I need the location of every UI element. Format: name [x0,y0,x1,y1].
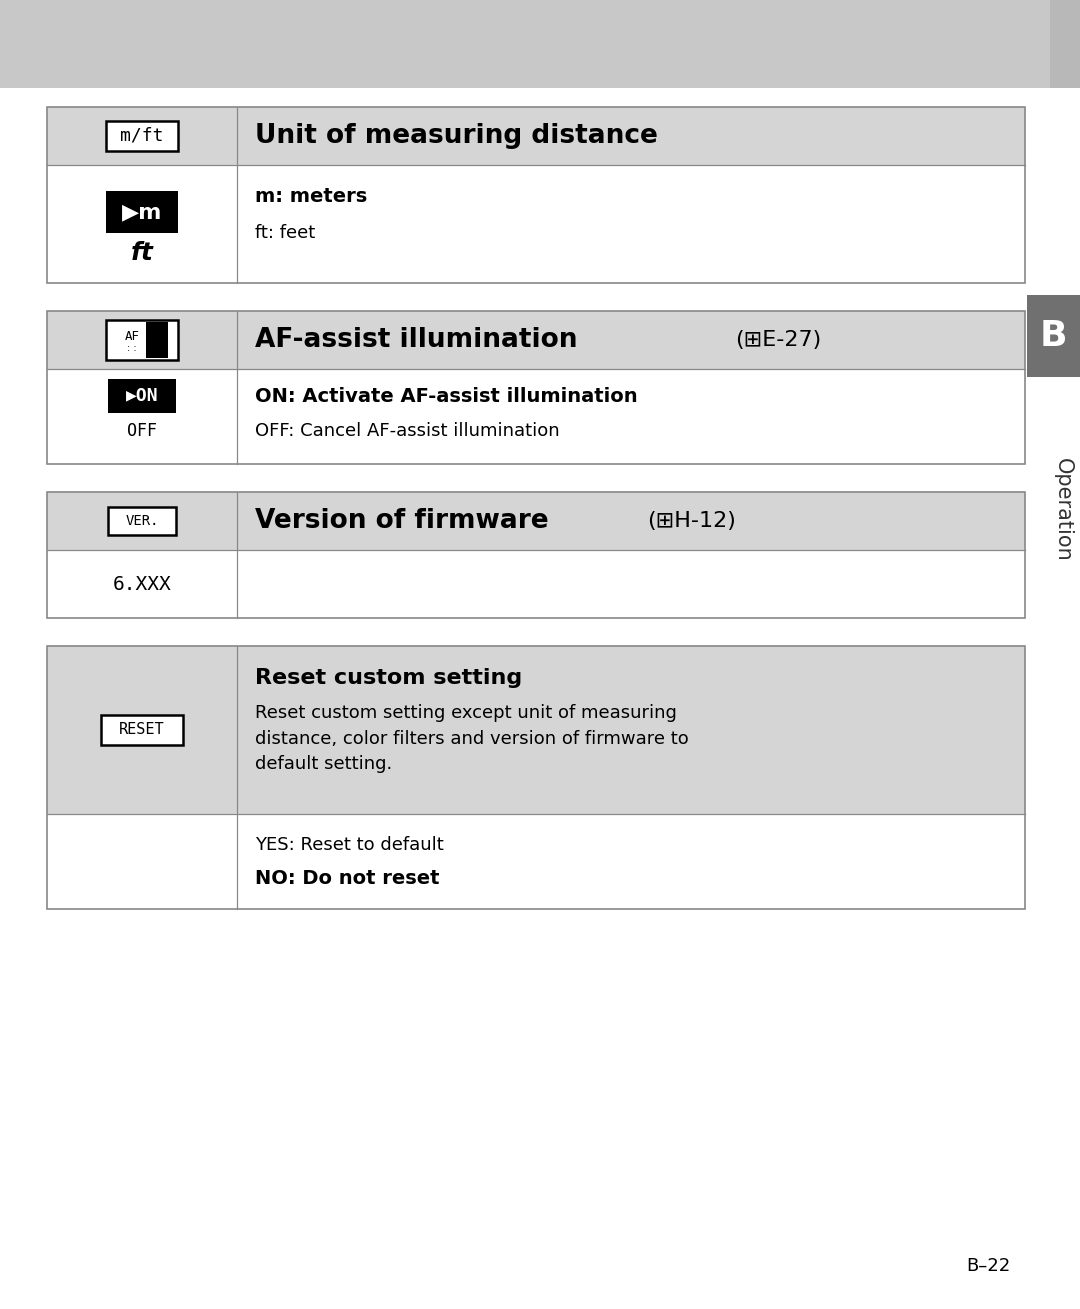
Text: (⊞H-12): (⊞H-12) [647,511,735,531]
Text: AF-assist illumination: AF-assist illumination [255,327,586,353]
Bar [102,715,183,745]
Bar [48,165,1025,283]
Text: NO: Do not reset: NO: Do not reset [255,869,440,888]
Bar [48,550,1025,618]
Bar [146,322,168,357]
Text: B: B [1040,319,1067,353]
Bar [48,369,1025,463]
Text: m/ft: m/ft [120,127,164,145]
Bar [48,312,1025,463]
Text: Operation: Operation [1053,458,1074,562]
Bar [48,814,1025,908]
Text: Reset custom setting: Reset custom setting [255,668,523,689]
Bar [48,647,1025,908]
Text: Version of firmware: Version of firmware [255,508,557,534]
Bar [106,120,178,151]
Text: Unit of measuring distance: Unit of measuring distance [255,123,658,149]
Bar [48,492,1025,618]
Text: m: meters: m: meters [255,187,367,207]
Text: ft: feet: ft: feet [255,224,315,242]
Bar [106,319,178,360]
Bar [48,492,1025,550]
Bar [0,0,1050,88]
Text: ▶ON: ▶ON [125,386,159,404]
Bar [1050,0,1080,88]
Text: ft: ft [131,241,153,264]
Bar [48,107,1025,283]
Text: : :: : : [127,343,137,353]
Text: 6.XXX: 6.XXX [112,575,172,593]
Text: AF: AF [124,330,139,343]
Bar [1027,295,1080,377]
Text: Reset custom setting except unit of measuring
distance, color filters and versio: Reset custom setting except unit of meas… [255,704,689,774]
Text: OFF: Cancel AF-assist illumination: OFF: Cancel AF-assist illumination [255,421,559,440]
Bar [48,107,1025,165]
Text: OFF: OFF [127,421,157,440]
Bar [106,191,178,233]
Text: ON: Activate AF-assist illumination: ON: Activate AF-assist illumination [255,387,637,407]
Text: (⊞E-27): (⊞E-27) [735,330,821,350]
Bar [1050,0,1080,88]
Text: B–22: B–22 [966,1257,1010,1275]
Bar [108,378,176,412]
Bar [48,312,1025,369]
Bar [48,647,1025,814]
Text: YES: Reset to default: YES: Reset to default [255,836,444,853]
Bar [108,507,176,535]
Text: VER.: VER. [125,514,159,528]
Text: RESET: RESET [119,723,165,737]
Text: ▶m: ▶m [122,202,162,223]
